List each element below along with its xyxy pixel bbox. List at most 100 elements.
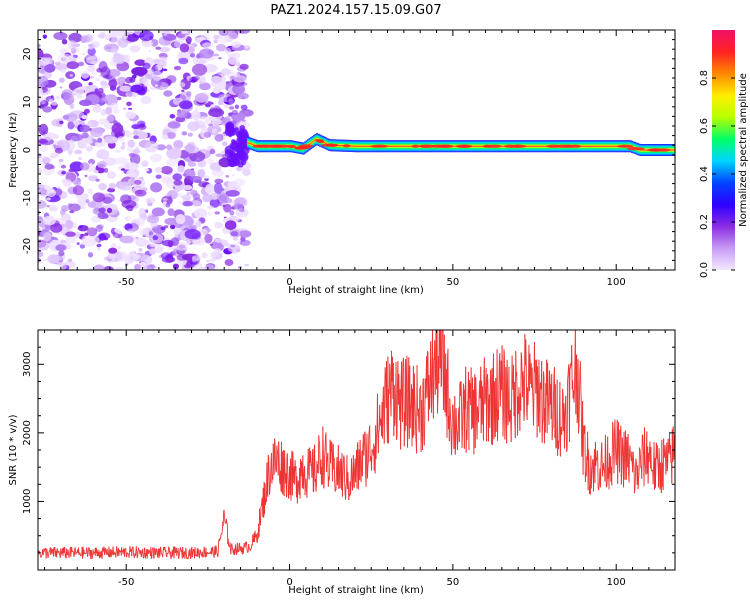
noise-blob [189,53,196,58]
y-tick-label: 3000 [22,352,33,377]
noise-blob [70,133,83,142]
noise-blob [81,115,89,120]
signal-cell [610,140,613,153]
noise-blob [54,63,68,71]
noise-blob [80,70,90,79]
signal-cell [472,140,475,153]
noise-blob [207,205,214,209]
signal-cell [673,144,675,156]
noise-blob [199,82,211,91]
noise-blob [166,147,182,160]
noise-blob [218,30,229,36]
signal-cell [409,140,412,153]
noise-blob [173,170,178,175]
signal-cell [530,140,533,153]
signal-cell [248,137,251,150]
noise-blob [39,30,49,34]
noise-blob [215,153,224,157]
noise-blob [90,127,104,138]
signal-cell [388,140,391,153]
noise-blob [214,178,224,184]
noise-blob [87,227,98,237]
noise-blob [48,206,59,212]
noise-blob [234,104,239,110]
signal-cell [671,144,674,156]
noise-blob [119,235,134,244]
noise-blob [163,225,169,229]
noise-blob [123,34,128,39]
noise-blob [237,161,244,168]
noise-blob [111,48,118,54]
signal-cell [398,140,401,153]
noise-blob [99,97,106,103]
noise-blob [50,223,63,233]
noise-blob [59,120,64,125]
noise-blob [154,166,162,174]
signal-cell [253,138,256,151]
noise-blob [105,106,113,115]
noise-blob [112,30,127,37]
snr-x-label: Height of straight line (km) [288,585,424,596]
noise-blob [238,30,250,34]
noise-blob [226,197,231,201]
noise-blob [189,176,202,183]
noise-blob [177,192,183,198]
noise-blob [53,32,68,40]
noise-blob [213,182,223,194]
noise-blob [104,136,118,144]
noise-blob [38,43,41,48]
noise-blob [223,198,233,204]
noise-blob [152,235,159,241]
noise-blob [73,179,82,186]
signal-cell [310,137,313,150]
noise-blob [228,98,234,105]
noise-blob [115,56,125,65]
signal-cell [539,140,542,153]
noise-blob [38,193,40,199]
noise-blob [87,252,94,258]
noise-blob [165,202,171,208]
noise-blob [210,251,218,259]
noise-blob [42,106,53,113]
noise-blob [135,236,139,239]
signal-cell [350,140,353,152]
noise-blob [213,34,220,40]
noise-blob [97,87,104,94]
noise-blob [201,115,208,120]
noise-blob [67,258,73,263]
noise-blob [88,43,94,48]
noise-blob [199,59,208,64]
noise-blob [128,107,133,110]
noise-blob [38,250,44,258]
signal-cell [362,140,365,153]
signal-cell [400,140,403,153]
noise-blob [97,161,107,168]
noise-blob [132,149,141,154]
noise-blob [229,210,235,216]
noise-blob [71,97,75,100]
noise-blob [163,33,167,37]
noise-blob [207,211,212,216]
noise-blob [113,89,118,93]
x-tick-label: 0 [286,577,292,588]
noise-blob [38,198,41,202]
noise-blob [175,214,186,225]
noise-blob [78,157,83,161]
x-tick-label: 100 [607,277,626,288]
signal-cell [308,138,311,151]
signal-cell [602,140,605,153]
noise-blob [214,134,224,142]
noise-blob [138,207,146,218]
signal-cell [406,140,409,153]
signal-cell [595,140,598,153]
noise-blob [183,184,193,191]
signal-cell [542,140,545,153]
noise-blob [187,132,193,137]
noise-blob [228,133,233,138]
noise-blob [150,153,163,163]
noise-blob [198,75,206,84]
noise-blob [137,120,146,127]
signal-cell [359,140,362,153]
noise-blob [172,173,183,181]
signal-cell [533,140,536,153]
